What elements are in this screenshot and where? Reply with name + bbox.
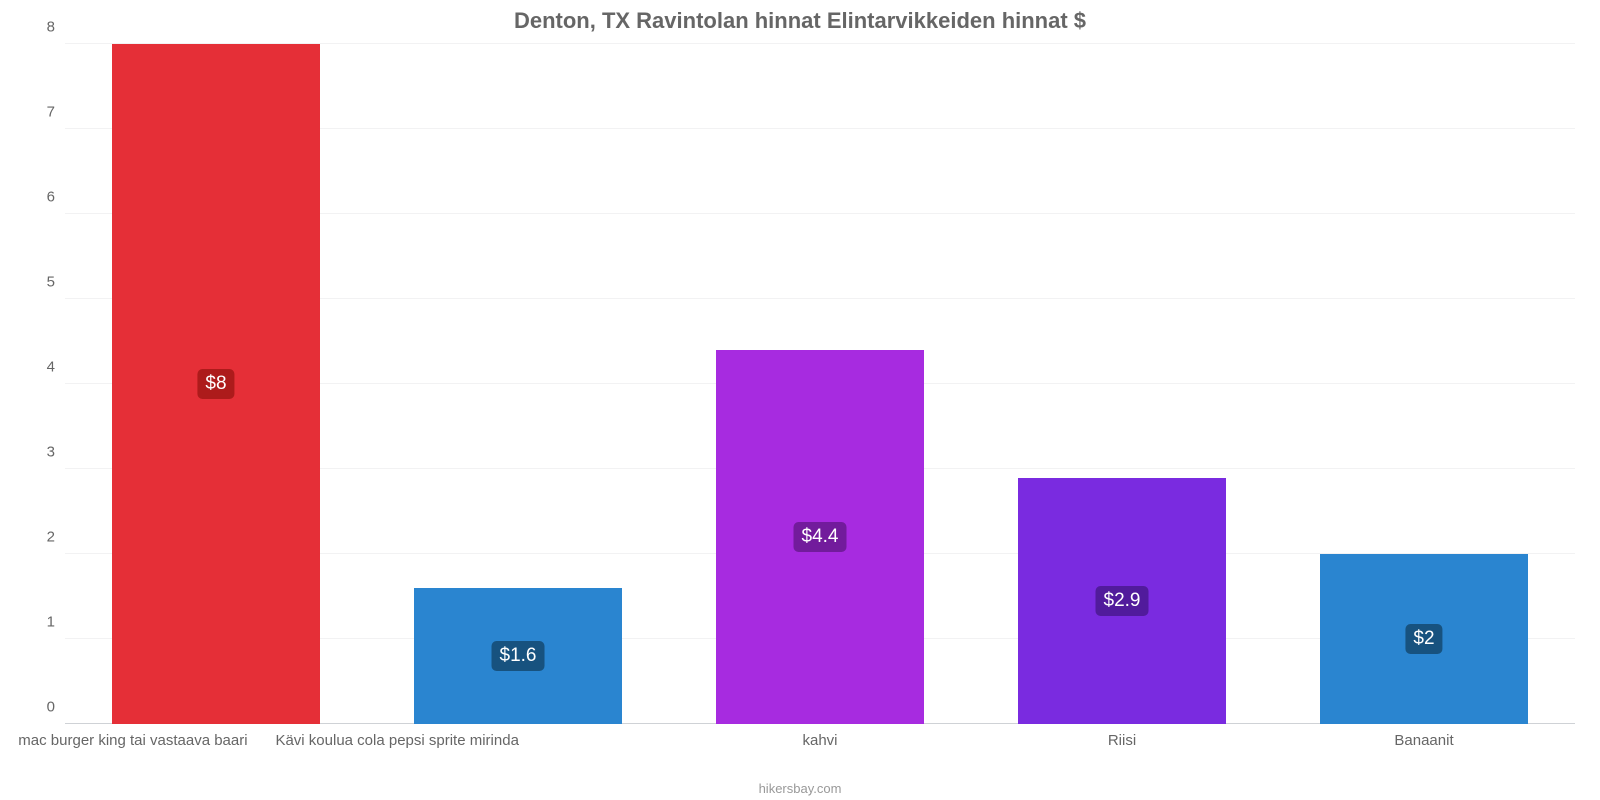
bar-value-label: $8: [197, 369, 234, 399]
bar-value-label: $4.4: [794, 522, 847, 552]
xtick-label: Banaanit: [1394, 732, 1453, 749]
ytick-label: 6: [15, 189, 55, 206]
ytick-label: 5: [15, 274, 55, 291]
bar-value-label: $1.6: [492, 641, 545, 671]
plot-area: 012345678$8mac burger king tai vastaava …: [65, 44, 1575, 724]
ytick-label: 3: [15, 444, 55, 461]
ytick-label: 2: [15, 529, 55, 546]
ytick-label: 0: [15, 699, 55, 716]
ytick-label: 1: [15, 614, 55, 631]
chart-credit: hikersbay.com: [0, 781, 1600, 796]
ytick-label: 8: [15, 19, 55, 36]
price-chart: Denton, TX Ravintolan hinnat Elintarvikk…: [0, 0, 1600, 800]
bar-value-label: $2.9: [1096, 586, 1149, 616]
xtick-label: kahvi: [802, 732, 837, 749]
ytick-label: 7: [15, 104, 55, 121]
xtick-label: mac burger king tai vastaava baari: [18, 732, 247, 749]
bar-value-label: $2: [1405, 624, 1442, 654]
xtick-label: Riisi: [1108, 732, 1136, 749]
chart-title: Denton, TX Ravintolan hinnat Elintarvikk…: [0, 8, 1600, 34]
xtick-label: Kävi koulua cola pepsi sprite mirinda: [275, 732, 518, 749]
ytick-label: 4: [15, 359, 55, 376]
